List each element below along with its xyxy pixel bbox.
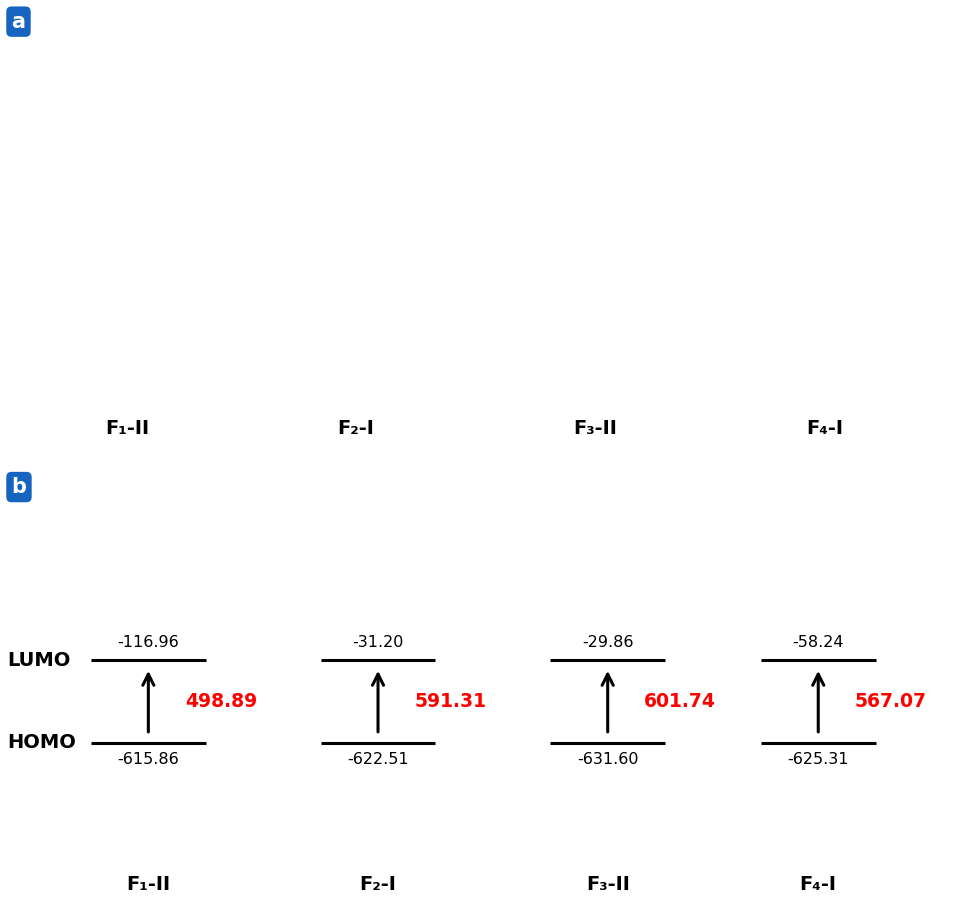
Text: F₂-I: F₂-I bbox=[360, 875, 396, 894]
Text: -622.51: -622.51 bbox=[347, 752, 409, 767]
Text: b: b bbox=[11, 477, 27, 497]
Text: 498.89: 498.89 bbox=[185, 691, 256, 710]
Text: F₁-II: F₁-II bbox=[126, 875, 170, 894]
Text: 601.74: 601.74 bbox=[644, 691, 716, 710]
Text: F₂-I: F₂-I bbox=[338, 419, 374, 438]
Text: -631.60: -631.60 bbox=[577, 752, 638, 767]
Text: 567.07: 567.07 bbox=[855, 691, 926, 710]
Text: 591.31: 591.31 bbox=[414, 691, 486, 710]
Text: LUMO: LUMO bbox=[8, 651, 71, 670]
Text: F₃-II: F₃-II bbox=[573, 419, 617, 438]
Text: -29.86: -29.86 bbox=[582, 635, 634, 651]
Text: F₃-II: F₃-II bbox=[586, 875, 630, 894]
Text: -116.96: -116.96 bbox=[118, 635, 179, 651]
Text: F₄-I: F₄-I bbox=[800, 875, 836, 894]
Text: -615.86: -615.86 bbox=[118, 752, 179, 767]
Text: a: a bbox=[11, 12, 26, 32]
Text: -58.24: -58.24 bbox=[792, 635, 844, 651]
Text: F₄-I: F₄-I bbox=[807, 419, 843, 438]
Text: HOMO: HOMO bbox=[8, 733, 77, 752]
Text: F₁-II: F₁-II bbox=[105, 419, 149, 438]
Text: -31.20: -31.20 bbox=[352, 635, 404, 651]
Text: -625.31: -625.31 bbox=[788, 752, 849, 767]
